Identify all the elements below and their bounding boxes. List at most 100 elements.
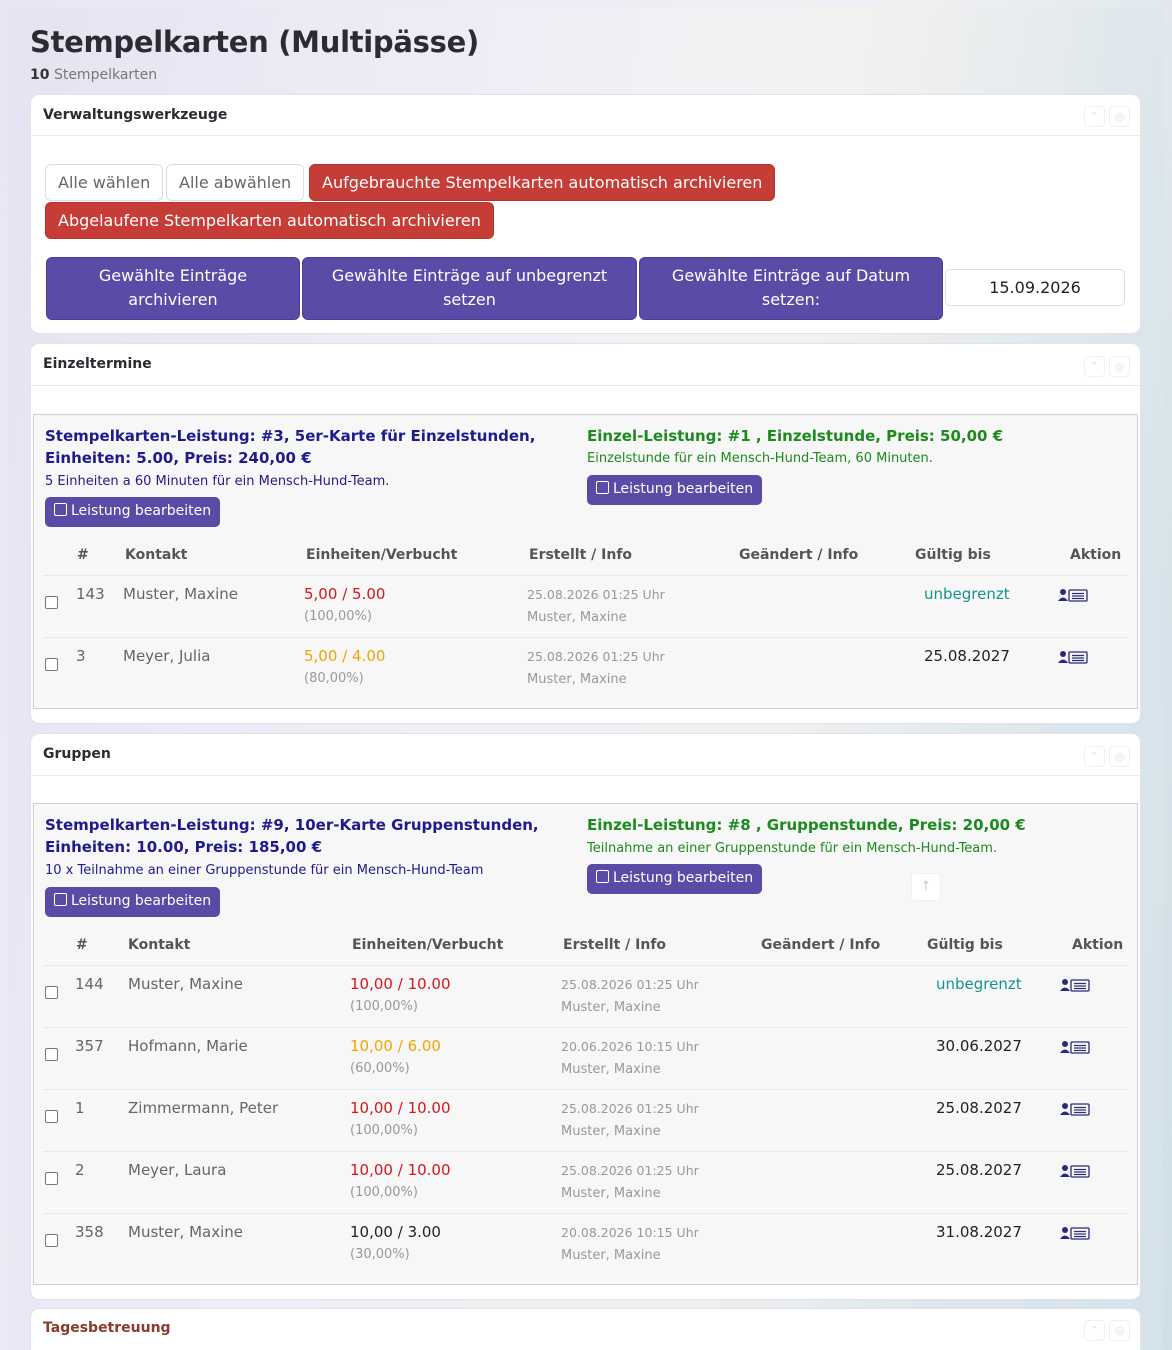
edit-stamp-service-button[interactable]: Leistung bearbeiten	[45, 887, 221, 917]
row-valid-until: 30.06.2027	[936, 1037, 1022, 1055]
units-total: 10,00	[350, 975, 393, 993]
row-checkbox[interactable]	[45, 1234, 58, 1247]
contact-card-icon[interactable]	[1060, 978, 1091, 992]
units-separator: /	[397, 1161, 403, 1179]
row-number: 143	[76, 585, 105, 603]
units-booked: 10.00	[407, 975, 451, 993]
panel-title: Tagesbetreuung	[43, 1320, 171, 1336]
contact-card-icon[interactable]	[1058, 650, 1089, 664]
edit-button-label: Leistung bearbeiten	[613, 481, 754, 497]
scroll-top-button[interactable]: ↑	[911, 873, 941, 901]
row-percent: (60,00%)	[350, 1061, 410, 1076]
archive-selected-button[interactable]: Gewählte Einträge archivieren	[46, 257, 300, 320]
contact-card-icon[interactable]	[1058, 588, 1089, 602]
units-total: 10,00	[350, 1223, 393, 1241]
settings-icon[interactable]: ◎	[1109, 356, 1130, 377]
table-row: 358 Muster, Maxine 10,00 / 3.00 (30,00%) 20.…	[43, 1213, 1127, 1275]
edit-button-label: Leistung bearbeiten	[613, 870, 754, 886]
col-header-einheiten: Einheiten/Verbucht	[352, 937, 504, 953]
edit-icon	[54, 893, 67, 906]
contact-card-icon[interactable]	[1060, 1164, 1091, 1178]
archive-used-button[interactable]: Aufgebrauchte Stempelkarten automatisch …	[309, 164, 776, 201]
row-checkbox[interactable]	[45, 658, 58, 671]
deselect-all-button[interactable]: Alle abwählen	[166, 164, 305, 201]
row-checkbox[interactable]	[45, 1172, 58, 1185]
date-input[interactable]: 15.09.2026	[945, 269, 1125, 306]
row-units: 5,00 / 4.00	[304, 647, 385, 665]
units-separator: /	[397, 1223, 403, 1241]
edit-single-service-button[interactable]: Leistung bearbeiten	[587, 864, 763, 894]
select-all-button[interactable]: Alle wählen	[45, 164, 164, 201]
units-total: 5,00	[304, 585, 338, 603]
contact-card-icon[interactable]	[1060, 1040, 1091, 1054]
collapse-icon[interactable]: ⌃	[1084, 746, 1105, 767]
row-contact: Meyer, Laura	[128, 1161, 227, 1179]
row-valid-until: 31.08.2027	[936, 1223, 1022, 1241]
row-created-by: Muster, Maxine	[561, 1062, 661, 1077]
table-row: 357 Hofmann, Marie 10,00 / 6.00 (60,00%) 20.…	[43, 1027, 1127, 1089]
contact-card-icon[interactable]	[1060, 1102, 1091, 1116]
row-checkbox[interactable]	[45, 1048, 58, 1061]
row-units: 5,00 / 5.00	[304, 585, 385, 603]
row-number: 144	[75, 975, 104, 993]
row-created: 25.08.2026 01:25 Uhr	[561, 977, 699, 992]
row-percent: (100,00%)	[304, 609, 372, 624]
units-total: 5,00	[304, 647, 338, 665]
panel-header: Verwaltungswerkzeuge ⌃ ◎	[31, 95, 1140, 136]
col-header-aktion: Aktion	[1072, 937, 1124, 953]
set-unlimited-button[interactable]: Gewählte Einträge auf unbegrenzt setzen	[302, 257, 637, 320]
row-percent: (100,00%)	[350, 999, 418, 1014]
contact-card-icon[interactable]	[1060, 1226, 1091, 1240]
row-created-by: Muster, Maxine	[527, 610, 627, 625]
panel-header: Einzeltermine ⌃ ◎	[31, 344, 1140, 386]
table-row: 1 Zimmermann, Peter 10,00 / 10.00 (100,00%)…	[43, 1089, 1127, 1151]
row-contact: Muster, Maxine	[123, 585, 238, 603]
settings-icon[interactable]: ◎	[1109, 106, 1130, 127]
col-header-kontakt: Kontakt	[125, 547, 188, 563]
settings-icon[interactable]: ◎	[1109, 746, 1130, 767]
row-number: 3	[76, 647, 86, 665]
row-valid-until: unbegrenzt	[924, 585, 1010, 603]
settings-icon[interactable]: ◎	[1109, 1320, 1130, 1341]
panel-title: Einzeltermine	[43, 356, 152, 372]
edit-icon	[596, 870, 609, 883]
stamp-service-title: Stempelkarten-Leistung: #9, 10er-Karte G…	[45, 816, 539, 856]
archive-expired-button[interactable]: Abgelaufene Stempelkarten automatisch ar…	[45, 202, 494, 239]
units-booked: 6.00	[407, 1037, 441, 1055]
collapse-icon[interactable]: ⌃	[1084, 1320, 1105, 1341]
collapse-icon[interactable]: ⌃	[1084, 356, 1105, 377]
row-checkbox[interactable]	[45, 596, 58, 609]
row-contact: Hofmann, Marie	[128, 1037, 248, 1055]
stamp-service-desc: 10 x Teilnahme an einer Gruppenstunde fü…	[45, 863, 484, 878]
col-header-einheiten: Einheiten/Verbucht	[306, 547, 458, 563]
row-created-by: Muster, Maxine	[561, 1000, 661, 1015]
edit-stamp-service-button[interactable]: Leistung bearbeiten	[45, 497, 221, 527]
row-number: 2	[75, 1161, 85, 1179]
row-percent: (100,00%)	[350, 1123, 418, 1138]
stamp-service-title: Stempelkarten-Leistung: #3, 5er-Karte fü…	[45, 427, 536, 467]
card-count: 10	[30, 67, 50, 83]
row-units: 10,00 / 10.00	[350, 1161, 451, 1179]
collapse-icon[interactable]: ⌃	[1084, 106, 1105, 127]
edit-single-service-button[interactable]: Leistung bearbeiten	[587, 475, 763, 505]
edit-icon	[54, 503, 67, 516]
row-contact: Muster, Maxine	[128, 975, 243, 993]
row-created: 25.08.2026 01:25 Uhr	[527, 649, 665, 664]
panel-header: Gruppen ⌃ ◎	[31, 734, 1140, 776]
row-contact: Meyer, Julia	[123, 647, 211, 665]
row-created-by: Muster, Maxine	[561, 1248, 661, 1263]
row-percent: (30,00%)	[350, 1247, 410, 1262]
units-separator: /	[397, 1099, 403, 1117]
col-header-geaendert: Geändert / Info	[739, 547, 859, 563]
row-checkbox[interactable]	[45, 986, 58, 999]
single-service-title: Einzel-Leistung: #8 , Gruppenstunde, Pre…	[587, 816, 1026, 834]
units-separator: /	[397, 975, 403, 993]
units-booked: 3.00	[407, 1223, 441, 1241]
row-checkbox[interactable]	[45, 1110, 58, 1123]
row-units: 10,00 / 10.00	[350, 1099, 451, 1117]
card-count-label: Stempelkarten	[53, 67, 158, 83]
stamp-service-desc: 5 Einheiten a 60 Minuten für ein Mensch-…	[45, 474, 390, 489]
row-valid-until: 25.08.2027	[936, 1099, 1022, 1117]
set-date-button[interactable]: Gewählte Einträge auf Datum setzen:	[639, 257, 943, 320]
col-header-num: #	[77, 547, 89, 563]
